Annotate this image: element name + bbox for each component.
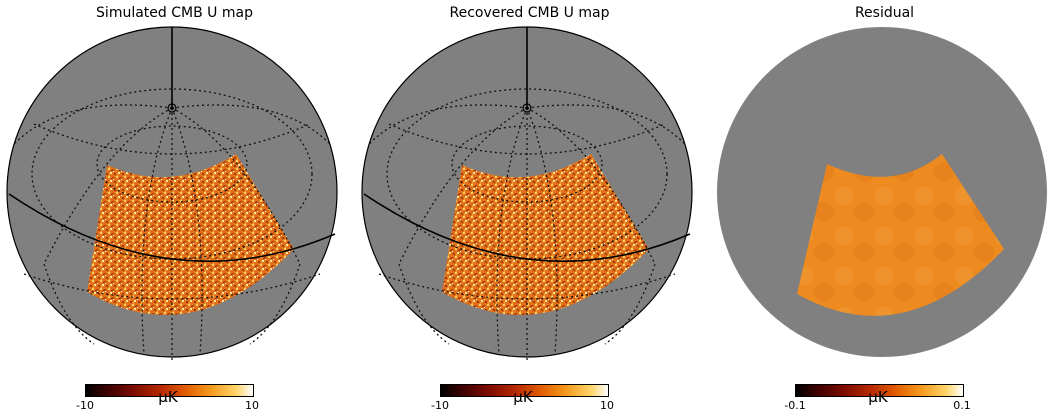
panel-title: Residual [854, 5, 915, 21]
sky-patch [797, 154, 1004, 316]
panel-simulated: Simulated CMB U map -10 μK 10 [0, 0, 349, 415]
colorbar [85, 384, 254, 397]
graticule [13, 88, 331, 360]
panel-title: Simulated CMB U map [96, 5, 253, 21]
colorbar-max-label: 10 [600, 399, 614, 412]
sky-patch [442, 154, 649, 316]
colorbar-min-label: -10 [76, 399, 94, 412]
sky-map-sphere [6, 26, 338, 360]
colorbar-max-label: 0.1 [953, 399, 971, 412]
panel-residual: Residual -0.1 μK 0.1 [710, 0, 1047, 415]
sky-map-sphere [361, 26, 693, 360]
sky-map-sphere [717, 27, 1047, 357]
colorbar [440, 384, 609, 397]
colorbar [795, 384, 964, 397]
sky-patch [87, 154, 294, 316]
colorbar-unit-label: μK [513, 388, 533, 406]
panel-title: Recovered CMB U map [449, 5, 610, 21]
colorbar-unit-label: μK [158, 388, 178, 406]
graticule [368, 88, 686, 360]
colorbar-unit-label: μK [868, 388, 888, 406]
colorbar-min-label: -0.1 [784, 399, 806, 412]
panel-recovered: Recovered CMB U map -10 μK 10 [355, 0, 704, 415]
colorbar-min-label: -10 [431, 399, 449, 412]
colorbar-max-label: 10 [245, 399, 259, 412]
